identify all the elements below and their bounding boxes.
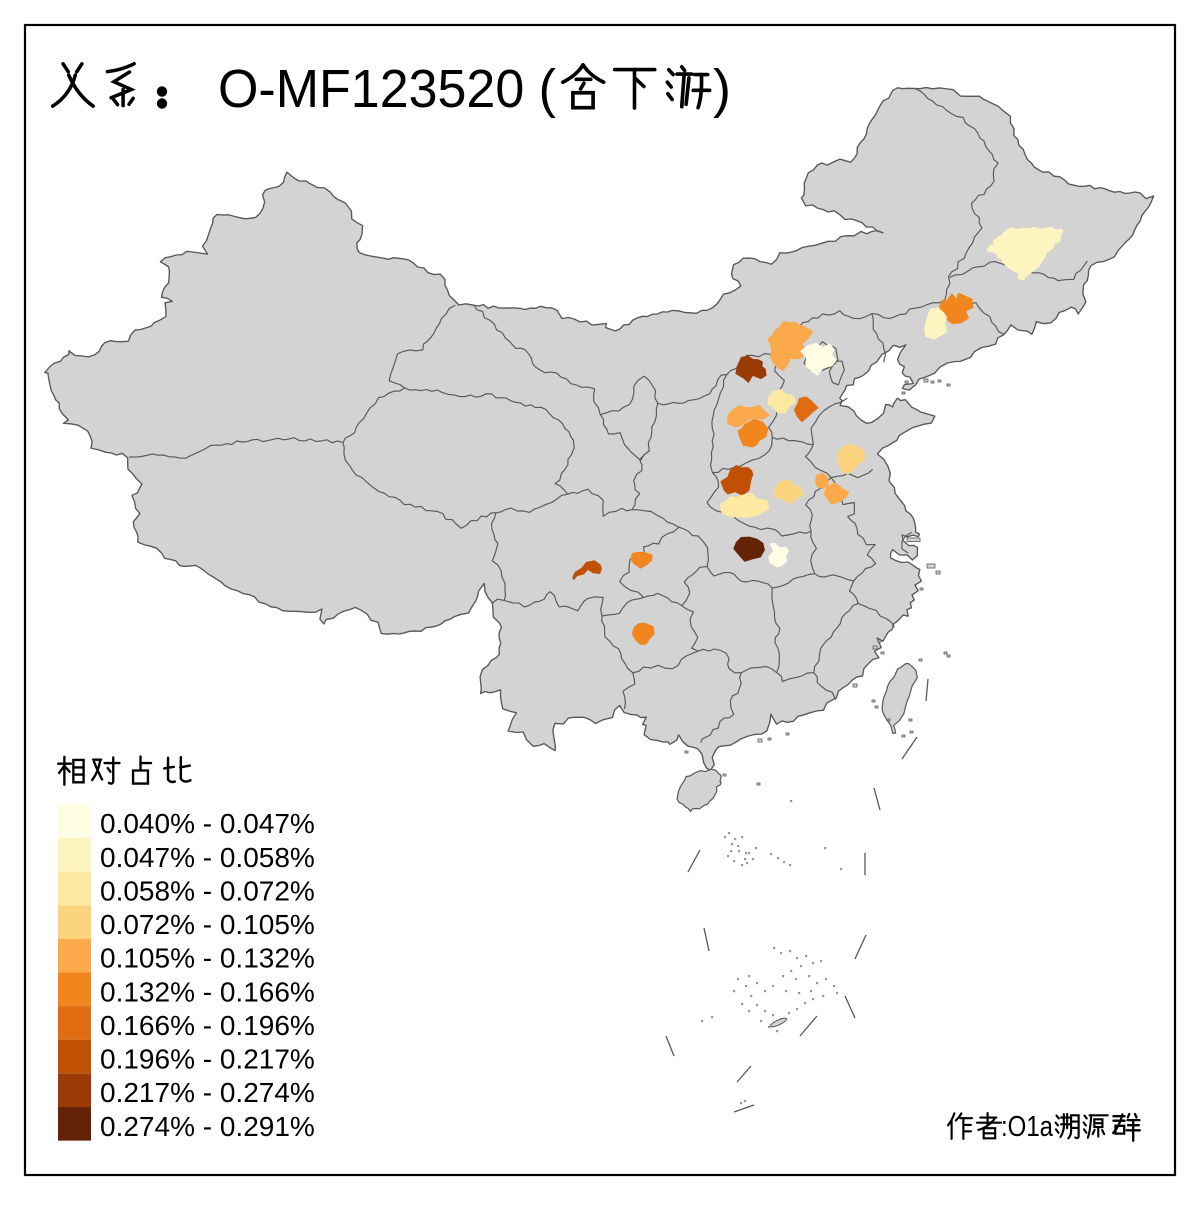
- svg-text:0.058% - 0.072%: 0.058% - 0.072%: [100, 875, 315, 906]
- svg-text:O-MF123520 (: O-MF123520 (: [218, 59, 556, 119]
- svg-text:0.217% - 0.274%: 0.217% - 0.274%: [100, 1077, 315, 1108]
- svg-text:0.047% - 0.058%: 0.047% - 0.058%: [100, 842, 315, 873]
- svg-text::O1a: :O1a: [1001, 1111, 1054, 1143]
- svg-text:0.072% - 0.105%: 0.072% - 0.105%: [100, 909, 315, 940]
- svg-text:0.132% - 0.166%: 0.132% - 0.166%: [100, 976, 315, 1007]
- svg-text:0.166% - 0.196%: 0.166% - 0.196%: [100, 1010, 315, 1041]
- svg-text:0.274% - 0.291%: 0.274% - 0.291%: [100, 1111, 315, 1142]
- svg-text:0.196% - 0.217%: 0.196% - 0.217%: [100, 1044, 315, 1075]
- svg-text:): ): [713, 59, 731, 119]
- svg-text:0.105% - 0.132%: 0.105% - 0.132%: [100, 943, 315, 974]
- svg-text:0.040% - 0.047%: 0.040% - 0.047%: [100, 808, 315, 839]
